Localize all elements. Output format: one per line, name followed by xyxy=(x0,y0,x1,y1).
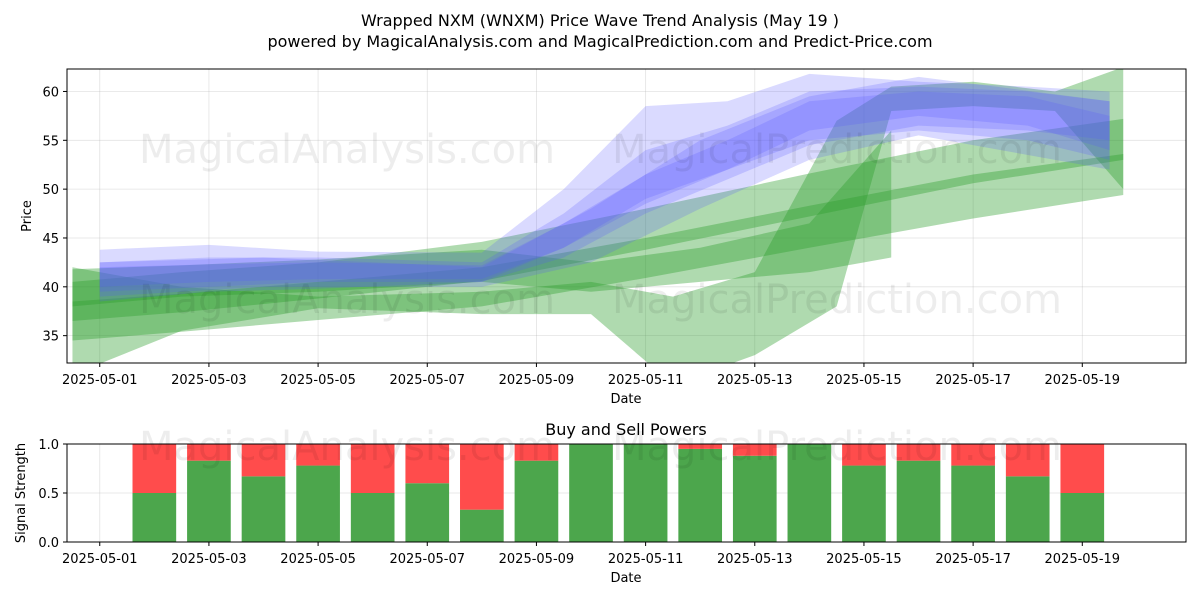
x-tick-label: 2025-05-13 xyxy=(717,373,793,388)
sell-power-bar xyxy=(187,444,231,461)
sell-power-bar xyxy=(241,444,286,477)
green-wave-band xyxy=(72,130,892,307)
power-chart: Buy and Sell Powers MagicalAnalysis.com … xyxy=(14,420,1187,586)
price-y-label: Price xyxy=(20,200,35,232)
y-tick-label: 40 xyxy=(42,281,59,296)
x-tick-label: 2025-05-01 xyxy=(62,552,138,567)
x-tick-label: 2025-05-03 xyxy=(171,373,247,388)
x-tick-label: 2025-05-09 xyxy=(499,373,575,388)
x-tick-label: 2025-05-13 xyxy=(717,552,793,567)
power-y-axis: 0.0 0.5 1.0 xyxy=(38,438,67,551)
price-x-label: Date xyxy=(610,392,641,407)
buy-power-bar xyxy=(951,465,995,542)
chart-title: Wrapped NXM (WNXM) Price Wave Trend Anal… xyxy=(361,11,839,30)
watermark-text: MagicalAnalysis.com xyxy=(139,424,555,470)
price-y-axis: 35 40 45 50 55 60 xyxy=(42,85,67,345)
buy-power-bar xyxy=(514,460,559,542)
sell-power-bar xyxy=(514,444,559,461)
green-wave-band xyxy=(72,153,1124,341)
power-x-axis: 2025-05-01 2025-05-03 2025-05-05 2025-05-07… xyxy=(62,542,1120,567)
price-x-axis: 2025-05-01 2025-05-03 2025-05-05 2025-05-07… xyxy=(62,363,1120,388)
watermark-text: MagicalPrediction.com xyxy=(612,424,1062,470)
green-wave-band xyxy=(72,69,1124,363)
power-bars xyxy=(132,444,1105,542)
x-tick-label: 2025-05-17 xyxy=(935,373,1011,388)
x-tick-label: 2025-05-15 xyxy=(826,373,902,388)
price-bands xyxy=(72,69,1124,363)
x-tick-label: 2025-05-19 xyxy=(1045,552,1121,567)
buy-power-bar xyxy=(350,493,395,542)
buy-power-bar xyxy=(896,460,941,542)
sell-power-bar xyxy=(296,444,340,466)
y-tick-label: 35 xyxy=(42,330,59,345)
buy-power-bar xyxy=(241,476,286,542)
buy-power-bar xyxy=(678,448,723,542)
watermark-text: MagicalAnalysis.com xyxy=(139,127,555,173)
y-tick-label: 45 xyxy=(42,232,59,247)
sell-power-bar xyxy=(678,444,723,449)
price-watermarks: MagicalAnalysis.com MagicalPrediction.co… xyxy=(139,127,1062,323)
watermark-text: MagicalPrediction.com xyxy=(612,127,1062,173)
price-chart: MagicalAnalysis.com MagicalPrediction.co… xyxy=(20,68,1187,407)
power-title: Buy and Sell Powers xyxy=(545,420,707,439)
x-tick-label: 2025-05-07 xyxy=(389,552,465,567)
x-tick-label: 2025-05-11 xyxy=(608,373,684,388)
buy-power-bar xyxy=(569,444,613,542)
sell-power-bar xyxy=(405,444,450,484)
sell-power-bar xyxy=(1060,444,1105,493)
y-tick-label: 0.5 xyxy=(38,487,59,502)
sell-power-bar xyxy=(132,444,177,493)
buy-power-bar xyxy=(1060,493,1105,542)
blue-wave-band xyxy=(99,73,1110,302)
x-tick-label: 2025-05-07 xyxy=(389,373,465,388)
power-y-label: Signal Strength xyxy=(14,443,29,543)
buy-power-bar xyxy=(405,483,450,542)
x-tick-label: 2025-05-11 xyxy=(608,552,684,567)
x-tick-label: 2025-05-03 xyxy=(171,552,247,567)
y-tick-label: 55 xyxy=(42,134,59,149)
x-tick-label: 2025-05-01 xyxy=(62,373,138,388)
buy-power-bar xyxy=(187,460,231,542)
y-tick-label: 0.0 xyxy=(38,536,59,551)
watermark-text: MagicalAnalysis.com xyxy=(139,277,555,323)
price-axes-frame xyxy=(66,68,1187,364)
buy-power-bar xyxy=(623,444,668,542)
buy-power-bar xyxy=(842,465,886,542)
watermark-text: MagicalPrediction.com xyxy=(612,277,1062,323)
chart-subtitle: powered by MagicalAnalysis.com and Magic… xyxy=(267,32,932,51)
x-tick-label: 2025-05-09 xyxy=(499,552,575,567)
sell-power-bar xyxy=(460,444,504,510)
x-tick-label: 2025-05-15 xyxy=(826,552,902,567)
blue-wave-band xyxy=(99,86,1110,292)
sell-power-bar xyxy=(951,444,995,466)
buy-power-bar xyxy=(732,455,777,542)
buy-power-bar xyxy=(296,465,340,542)
x-tick-label: 2025-05-17 xyxy=(935,552,1011,567)
y-tick-label: 50 xyxy=(42,183,59,198)
buy-power-bar xyxy=(787,444,832,542)
y-tick-label: 60 xyxy=(42,85,59,100)
buy-power-bar xyxy=(1005,476,1050,542)
blue-wave-band xyxy=(99,76,1110,297)
sell-power-bar xyxy=(896,444,941,461)
power-watermarks: MagicalAnalysis.com MagicalPrediction.co… xyxy=(139,424,1062,470)
green-wave-band xyxy=(72,118,1124,321)
sell-power-bar xyxy=(1005,444,1050,477)
sell-power-bar xyxy=(350,444,395,493)
sell-power-bar xyxy=(842,444,886,466)
price-grid xyxy=(67,69,1186,363)
y-tick-label: 1.0 xyxy=(38,438,59,453)
x-tick-label: 2025-05-05 xyxy=(280,552,356,567)
buy-power-bar xyxy=(460,509,504,542)
buy-power-bar xyxy=(132,493,177,542)
blue-wave-band xyxy=(99,91,1110,287)
sell-power-bar xyxy=(732,444,777,456)
x-tick-label: 2025-05-05 xyxy=(280,373,356,388)
power-x-label: Date xyxy=(610,571,641,586)
x-tick-label: 2025-05-19 xyxy=(1045,373,1121,388)
